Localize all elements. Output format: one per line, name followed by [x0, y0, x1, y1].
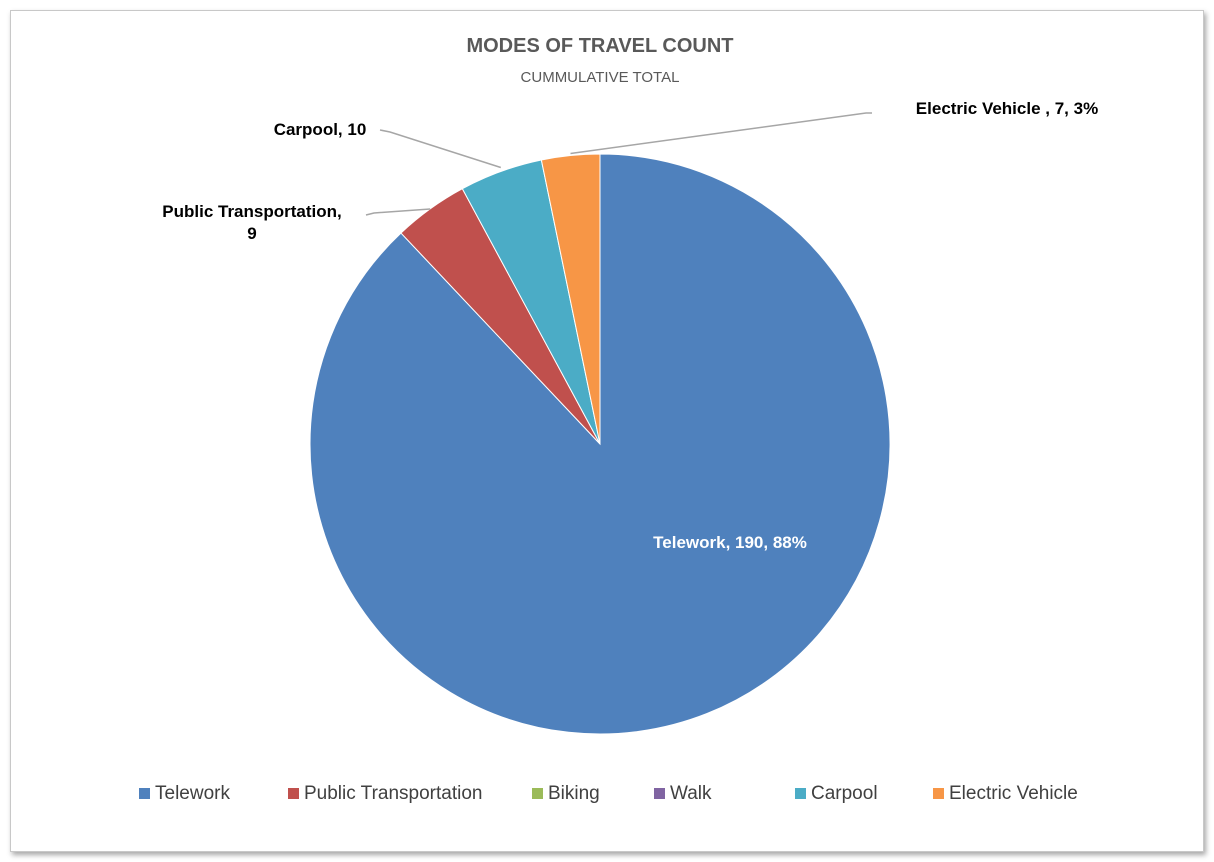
legend-label-walk: Walk	[670, 783, 712, 804]
legend-swatch-biking	[532, 788, 543, 799]
data-labels: Telework, 190, 88% Public Transportation,…	[162, 99, 1098, 552]
legend-swatch-public-transportation	[288, 788, 299, 799]
data-label-telework: Telework, 190, 88%	[653, 533, 807, 552]
legend-label-biking: Biking	[548, 783, 600, 804]
legend: Telework Public Transportation Biking Walk C…	[139, 783, 1078, 804]
data-label-electric-vehicle: Electric Vehicle , 7, 3%	[916, 99, 1098, 118]
legend-swatch-carpool	[795, 788, 806, 799]
leader-line-carpool	[379, 129, 502, 169]
pie-slices	[309, 153, 891, 735]
pie-slice-electric-vehicle	[540, 153, 601, 445]
legend-swatch-walk	[654, 788, 665, 799]
data-label-carpool: Carpool, 10	[274, 120, 367, 139]
legend-label-telework: Telework	[155, 783, 230, 804]
leader-lines	[365, 112, 872, 216]
legend-label-electric-vehicle: Electric Vehicle	[949, 783, 1078, 804]
legend-swatch-electric-vehicle	[933, 788, 944, 799]
legend-label-public-transportation: Public Transportation	[304, 783, 483, 804]
chart-subtitle: CUMMULATIVE TOTAL	[521, 69, 680, 86]
leader-line-electric-vehicle	[570, 112, 872, 155]
legend-label-carpool: Carpool	[811, 783, 878, 804]
data-label-public-transportation: Public Transportation, 9	[162, 202, 341, 243]
leader-line-public-transportation	[365, 208, 431, 216]
chart-title: MODES OF TRAVEL COUNT	[466, 35, 733, 57]
legend-swatch-telework	[139, 788, 150, 799]
